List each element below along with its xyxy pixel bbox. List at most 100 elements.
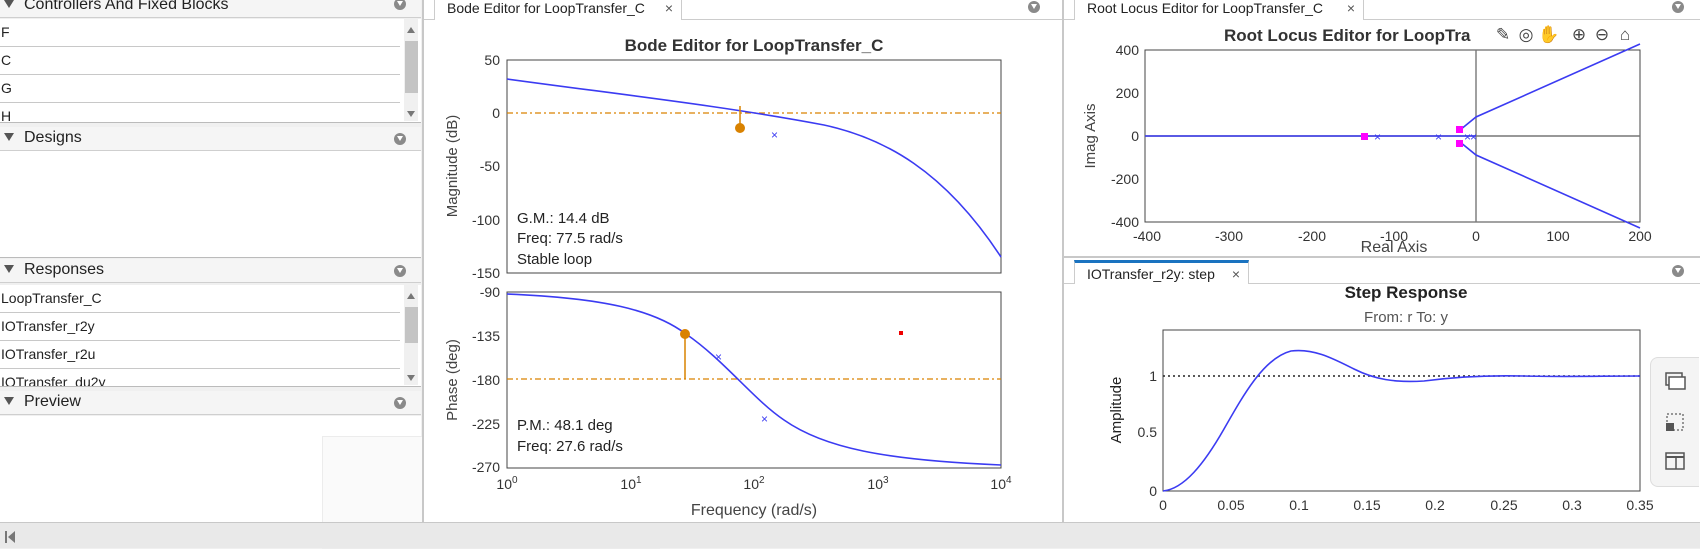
y-tick-label: -400 [1111, 214, 1139, 230]
step-axes[interactable] [1162, 329, 1641, 492]
layout-panel-icon[interactable] [1660, 447, 1688, 475]
vertical-scrollbar[interactable] [404, 285, 418, 385]
zoom-out-icon[interactable]: ⊖ [1594, 25, 1610, 44]
document-menu-icon[interactable] [1672, 265, 1684, 277]
tab-root-locus-editor[interactable]: Root Locus Editor for LoopTransfer_C × [1074, 0, 1364, 20]
section-title: Preview [24, 393, 81, 410]
bode-plot[interactable]: Bode Editor for LoopTransfer_C 50 0 -50 … [424, 20, 1062, 522]
freq-tick-label: 102 [743, 475, 765, 492]
rlocus-ylabel: Imag Axis [1082, 103, 1099, 168]
home-icon[interactable]: ⌂ [1619, 25, 1631, 44]
section-menu-icon[interactable] [394, 265, 406, 277]
x-tick-label: 0 [1472, 228, 1480, 244]
root-locus-plot[interactable]: Root Locus Editor for LoopTra × × × × 40… [1064, 20, 1700, 256]
close-icon[interactable]: × [1231, 266, 1240, 282]
list-item[interactable]: H [0, 103, 400, 122]
phase-axes[interactable] [506, 291, 1002, 469]
x-tick-label: 0.15 [1353, 497, 1380, 513]
mag-tick-label: -150 [472, 265, 500, 281]
closed-loop-pole[interactable] [1456, 126, 1463, 133]
pole-marker: × [715, 350, 722, 364]
stack-windows-icon[interactable] [1660, 367, 1688, 395]
x-tick-label: 200 [1628, 228, 1652, 244]
tab-label: IOTransfer_r2y: step [1087, 266, 1215, 282]
scroll-thumb[interactable] [405, 307, 418, 343]
zoom-in-icon[interactable]: ⊕ [1571, 25, 1587, 44]
tab-strip-line [1064, 283, 1700, 284]
collapse-arrow-icon[interactable] [4, 133, 14, 141]
splitter[interactable] [1062, 0, 1064, 522]
step-curve[interactable] [1162, 349, 1641, 492]
list-item[interactable]: IOTransfer_du2y [0, 369, 400, 386]
collapse-bar-icon[interactable] [5, 531, 7, 543]
collapse-arrow-icon[interactable] [4, 265, 14, 273]
collapse-arrow-icon[interactable] [4, 397, 14, 405]
shrink-window-icon[interactable] [1660, 407, 1688, 435]
pan-hand-icon[interactable]: ✋ [1538, 25, 1560, 44]
vertical-scrollbar[interactable] [404, 19, 418, 121]
pole-marker: × [1464, 130, 1471, 144]
phase-ylabel: Phase (deg) [444, 339, 461, 421]
close-icon[interactable]: × [664, 0, 673, 16]
list-item[interactable]: C [0, 47, 400, 75]
phase-curve[interactable] [506, 293, 1002, 466]
splitter[interactable] [1064, 256, 1700, 258]
mag-tick-label: 0 [492, 105, 500, 121]
section-title: Responses [24, 261, 105, 278]
tab-strip-line [1064, 19, 1700, 20]
controllers-section-header[interactable]: Controllers And Fixed Blocks [0, 0, 421, 18]
y-tick-label: 0.5 [1138, 424, 1158, 440]
y-tick-label: 1 [1149, 368, 1157, 384]
gm-marker[interactable] [735, 123, 745, 133]
preview-section-header[interactable]: Preview [0, 391, 421, 415]
freq-tick-label: 104 [990, 475, 1012, 492]
list-item[interactable]: IOTransfer_r2y [0, 313, 400, 341]
edit-icon[interactable]: ✎ [1495, 25, 1511, 44]
tab-step-response[interactable]: IOTransfer_r2y: step × [1074, 260, 1249, 284]
x-tick-label: -300 [1215, 228, 1243, 244]
lower-branch[interactable] [1459, 141, 1641, 229]
step-plot[interactable]: Step Response From: r To: y 1 0.5 0 Ampl… [1064, 284, 1700, 522]
list-item[interactable]: F [0, 19, 400, 47]
y-tick-label: 0 [1131, 128, 1139, 144]
controllers-list: F C G H [0, 19, 421, 123]
tab-bode-editor[interactable]: Bode Editor for LoopTransfer_C × [434, 0, 682, 20]
x-tick-label: 0.1 [1289, 497, 1309, 513]
closed-loop-pole[interactable] [1456, 140, 1463, 147]
x-tick-label: 0.3 [1562, 497, 1582, 513]
y-tick-label: -200 [1111, 171, 1139, 187]
section-menu-icon[interactable] [394, 397, 406, 409]
list-item[interactable]: IOTransfer_r2u [0, 341, 400, 369]
magnitude-curve[interactable] [506, 78, 1002, 258]
scroll-down-icon[interactable] [407, 375, 415, 381]
scroll-up-icon[interactable] [407, 27, 415, 33]
list-item[interactable]: G [0, 75, 400, 103]
pole-marker: × [1470, 130, 1477, 144]
splitter[interactable] [422, 0, 424, 522]
section-menu-icon[interactable] [394, 133, 406, 145]
scroll-up-icon[interactable] [407, 293, 415, 299]
pm-text: P.M.: 48.1 deg [517, 417, 613, 434]
closed-loop-pole[interactable] [1361, 133, 1368, 140]
upper-branch[interactable] [1459, 43, 1641, 131]
scroll-thumb[interactable] [405, 41, 418, 93]
scroll-down-icon[interactable] [407, 111, 415, 117]
document-menu-icon[interactable] [1028, 1, 1040, 13]
section-title: Controllers And Fixed Blocks [24, 0, 229, 13]
pm-marker[interactable] [680, 329, 690, 339]
tab-label: Bode Editor for LoopTransfer_C [447, 0, 645, 16]
responses-section-header[interactable]: Responses [0, 259, 421, 283]
pole-marker: × [1374, 130, 1381, 144]
step-ylabel: Amplitude [1108, 377, 1125, 444]
close-icon[interactable]: × [1346, 0, 1355, 16]
freq-tick-label: 103 [867, 475, 889, 492]
collapse-left-icon[interactable] [8, 531, 15, 543]
collapse-arrow-icon[interactable] [4, 0, 14, 8]
target-icon[interactable]: ◎ [1518, 25, 1534, 44]
designs-section-header[interactable]: Designs [0, 127, 421, 151]
section-menu-icon[interactable] [394, 0, 406, 10]
document-menu-icon[interactable] [1672, 1, 1684, 13]
chart-title: Bode Editor for LoopTransfer_C [625, 36, 884, 55]
freq-tick-label: 101 [620, 475, 642, 492]
list-item[interactable]: LoopTransfer_C [0, 285, 400, 313]
